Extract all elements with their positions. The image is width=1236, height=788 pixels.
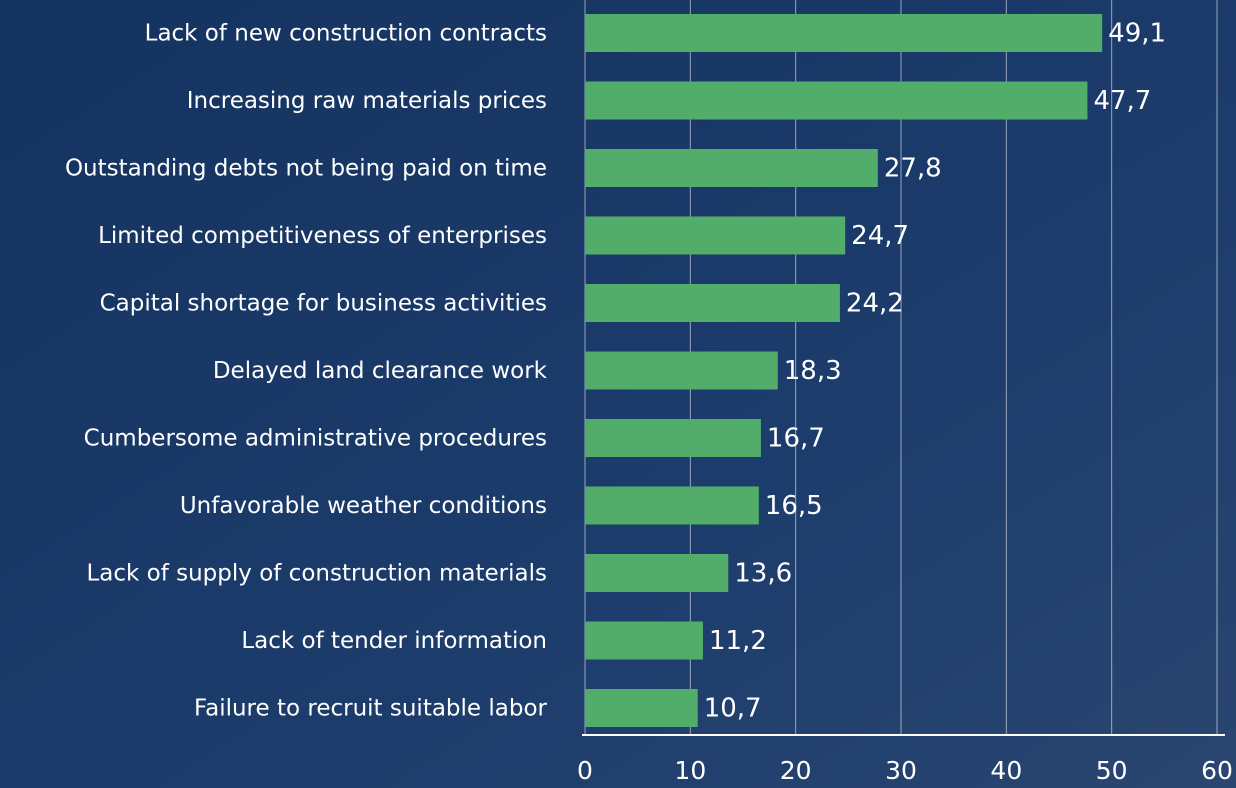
bar: [585, 554, 729, 592]
category-label: Increasing raw materials prices: [187, 88, 547, 114]
value-label: 11,2: [709, 626, 767, 656]
bar: [585, 621, 703, 660]
x-tick-label: 0: [577, 756, 593, 785]
bar: [585, 216, 846, 255]
category-label: Lack of supply of construction materials: [86, 561, 547, 587]
x-tick-label: 10: [674, 756, 706, 785]
x-tick-label: 60: [1201, 756, 1233, 785]
value-label: 49,1: [1108, 19, 1166, 49]
category-label: Cumbersome administrative procedures: [84, 426, 547, 452]
category-label: Delayed land clearance work: [213, 358, 548, 384]
bar: [585, 419, 761, 457]
value-label: 27,8: [884, 154, 942, 184]
value-label: 13,6: [734, 559, 792, 589]
value-label: 47,7: [1093, 86, 1151, 116]
category-label: Outstanding debts not being paid on time: [65, 156, 547, 182]
value-label: 10,7: [704, 694, 762, 724]
bar: [585, 81, 1088, 120]
category-label: Failure to recruit suitable labor: [194, 696, 548, 722]
x-tick-label: 30: [885, 756, 917, 785]
bar: [585, 351, 778, 390]
bar: [585, 689, 698, 727]
category-label: Lack of tender information: [241, 628, 547, 654]
x-tick-label: 40: [990, 756, 1022, 785]
value-label: 18,3: [784, 356, 842, 386]
bar: [585, 14, 1103, 52]
bar: [585, 284, 840, 322]
value-label: 24,7: [851, 221, 909, 251]
value-label: 16,7: [767, 424, 825, 454]
bar: [585, 149, 878, 187]
value-label: 16,5: [765, 491, 823, 521]
bar: [585, 486, 759, 525]
category-label: Lack of new construction contracts: [145, 21, 547, 47]
category-label: Unfavorable weather conditions: [180, 493, 547, 519]
category-label: Limited competitiveness of enterprises: [98, 223, 547, 249]
x-tick-label: 20: [780, 756, 812, 785]
x-tick-label: 50: [1096, 756, 1128, 785]
value-label: 24,2: [846, 289, 904, 319]
category-label: Capital shortage for business activities: [100, 291, 547, 317]
